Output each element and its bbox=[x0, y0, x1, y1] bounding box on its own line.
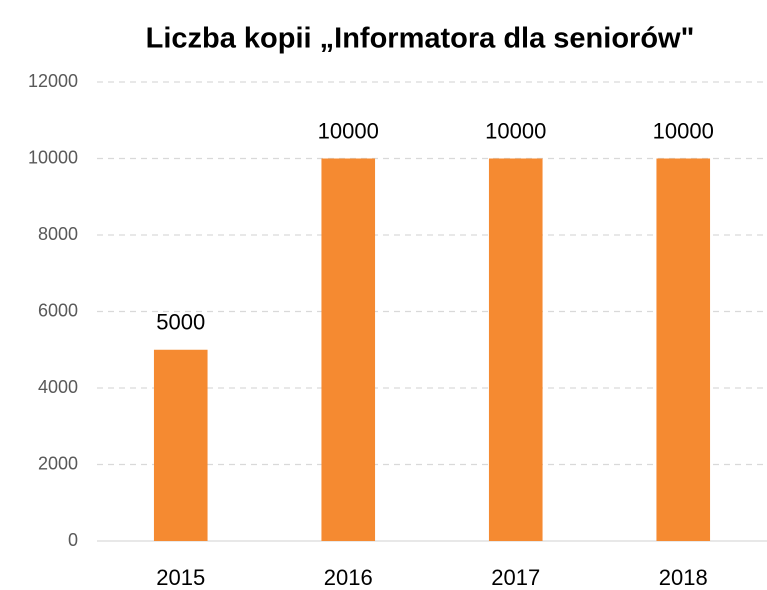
y-tick-label: 2000 bbox=[38, 453, 78, 473]
bar bbox=[321, 158, 376, 541]
x-tick-label: 2017 bbox=[491, 565, 540, 590]
chart-title: Liczba kopii „Informatora dla seniorów" bbox=[146, 23, 695, 55]
data-label: 10000 bbox=[485, 118, 546, 143]
data-label: 10000 bbox=[653, 118, 714, 143]
x-tick-label: 2018 bbox=[659, 565, 708, 590]
y-tick-label: 0 bbox=[68, 530, 78, 550]
bar bbox=[153, 349, 208, 541]
x-tick-label: 2016 bbox=[324, 565, 373, 590]
data-label: 10000 bbox=[318, 118, 379, 143]
y-tick-label: 6000 bbox=[38, 300, 78, 320]
y-tick-label: 4000 bbox=[38, 377, 78, 397]
bar bbox=[488, 158, 543, 541]
y-tick-label: 8000 bbox=[38, 224, 78, 244]
y-tick-label: 10000 bbox=[28, 147, 78, 167]
data-label: 5000 bbox=[156, 310, 205, 335]
y-tick-label: 12000 bbox=[28, 71, 78, 91]
x-tick-label: 2015 bbox=[156, 565, 205, 590]
bar bbox=[656, 158, 711, 541]
